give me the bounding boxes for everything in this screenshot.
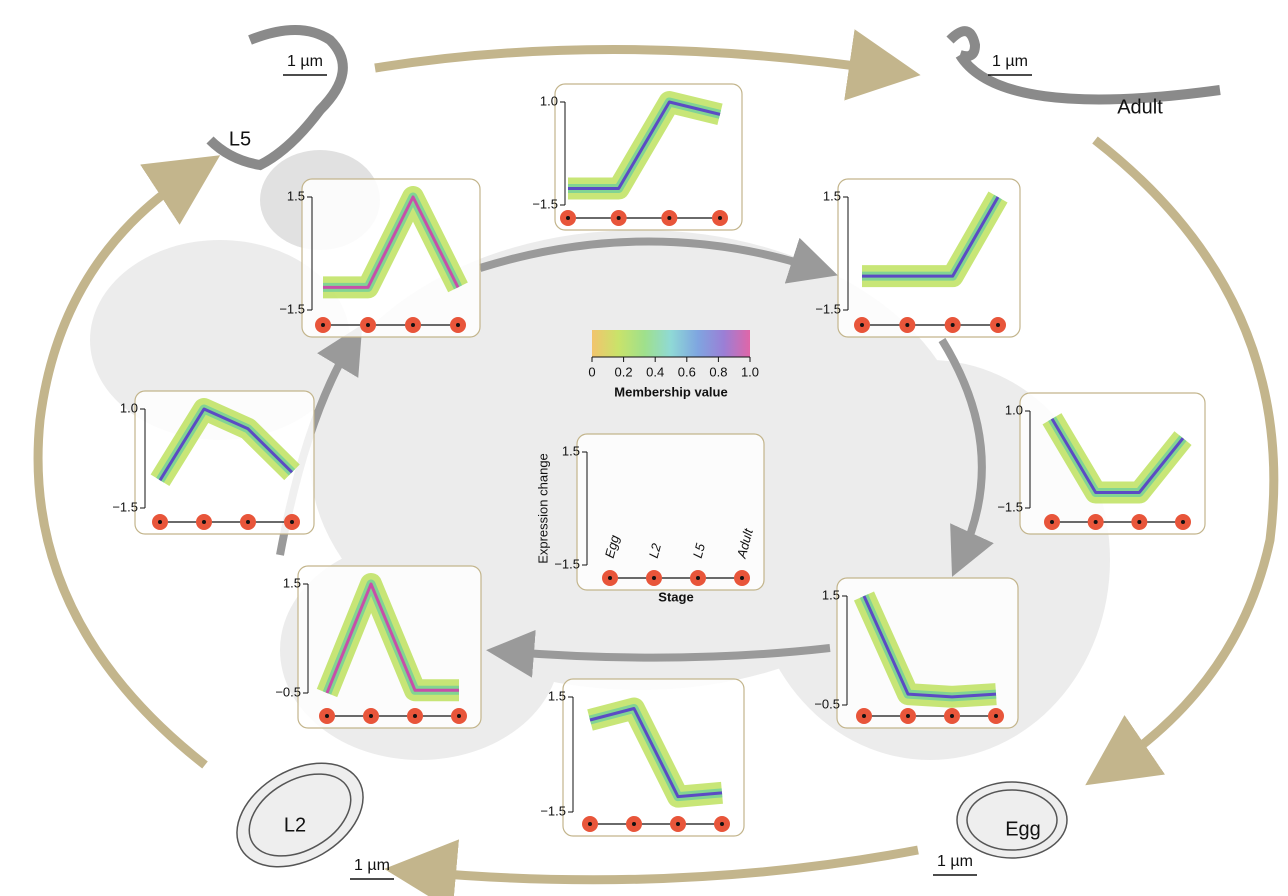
stage-dot-center xyxy=(1181,520,1185,524)
colorbar-tick-label: 0 xyxy=(588,364,595,379)
stage-label: L2 xyxy=(284,814,306,836)
y-tick-label: 1.5 xyxy=(548,688,566,703)
x-axis-label: Stage xyxy=(658,589,693,604)
y-tick-label: 1.0 xyxy=(120,400,138,415)
stage-dot-center xyxy=(862,714,866,718)
stage-dot-center xyxy=(860,323,864,327)
colorbar-tick-label: 0.2 xyxy=(615,364,633,379)
stage-dot-center xyxy=(720,822,724,826)
scale-bar-label: 1 µm xyxy=(287,53,323,70)
y-tick-label: 1.0 xyxy=(1005,402,1023,417)
stage-dot-center xyxy=(608,576,612,580)
stage-dot-center xyxy=(718,216,722,220)
stage-dot-center xyxy=(457,714,461,718)
scale-bar-label: 1 µm xyxy=(992,53,1028,70)
stage-dot-center xyxy=(950,714,954,718)
panel-frame xyxy=(1020,393,1205,534)
stage-label: Egg xyxy=(1005,818,1041,840)
stage-dot-center xyxy=(413,714,417,718)
stage-dot-center xyxy=(566,216,570,220)
stage-dot-center xyxy=(667,216,671,220)
y-tick-label: −1.5 xyxy=(997,499,1023,514)
stage-dot-center xyxy=(906,714,910,718)
stage-dot-center xyxy=(951,323,955,327)
panel-frame xyxy=(577,434,764,590)
stage-label: L5 xyxy=(229,128,251,150)
y-tick-label: −1.5 xyxy=(540,803,566,818)
scale-bar-label: 1 µm xyxy=(937,853,973,870)
stage-dot-center xyxy=(325,714,329,718)
stage-dot-center xyxy=(456,323,460,327)
colorbar-title: Membership value xyxy=(614,384,727,399)
y-tick-label: −1.5 xyxy=(532,196,558,211)
stage-dot-center xyxy=(696,576,700,580)
stage-dot-center xyxy=(411,323,415,327)
stage-dot-center xyxy=(632,822,636,826)
stage-dot-center xyxy=(369,714,373,718)
colorbar-tick-label: 0.6 xyxy=(678,364,696,379)
y-tick-label: −1.5 xyxy=(112,499,138,514)
stage-dot-center xyxy=(1094,520,1098,524)
stage-dot-center xyxy=(996,323,1000,327)
y-tick-label: −0.5 xyxy=(814,696,840,711)
y-tick-label: 1.5 xyxy=(562,443,580,458)
y-tick-label: 1.5 xyxy=(823,188,841,203)
stage-dot-center xyxy=(588,822,592,826)
y-tick-label: 1.5 xyxy=(283,575,301,590)
y-tick-label: −1.5 xyxy=(279,301,305,316)
y-tick-label: −1.5 xyxy=(554,556,580,571)
colorbar-tick-label: 0.4 xyxy=(646,364,664,379)
colorbar xyxy=(592,330,750,357)
y-axis-label: Expression change xyxy=(535,453,550,564)
stage-dot-center xyxy=(202,520,206,524)
y-tick-label: −0.5 xyxy=(275,684,301,699)
y-tick-label: 1.0 xyxy=(540,93,558,108)
stage-dot-center xyxy=(652,576,656,580)
scale-bar-label: 1 µm xyxy=(354,857,390,874)
y-tick-label: −1.5 xyxy=(815,301,841,316)
stage-dot-center xyxy=(321,323,325,327)
y-tick-label: 1.5 xyxy=(287,188,305,203)
stage-dot-center xyxy=(246,520,250,524)
stage-dot-center xyxy=(994,714,998,718)
figure: L5 1 µm Adult 1 µm Egg 1 µm L2 1 µm 1.0 −1.5 1.5 −… xyxy=(0,0,1288,896)
colorbar-tick-label: 1.0 xyxy=(741,364,759,379)
stage-label: Adult xyxy=(1117,96,1163,118)
stage-dot-center xyxy=(740,576,744,580)
stage-dot-center xyxy=(676,822,680,826)
stage-dot-center xyxy=(617,216,621,220)
stage-dot-center xyxy=(158,520,162,524)
stage-dot-center xyxy=(366,323,370,327)
stage-dot-center xyxy=(290,520,294,524)
colorbar-tick-label: 0.8 xyxy=(709,364,727,379)
stage-dot-center xyxy=(1050,520,1054,524)
y-tick-label: 1.5 xyxy=(822,587,840,602)
stage-dot-center xyxy=(905,323,909,327)
stage-dot-center xyxy=(1137,520,1141,524)
